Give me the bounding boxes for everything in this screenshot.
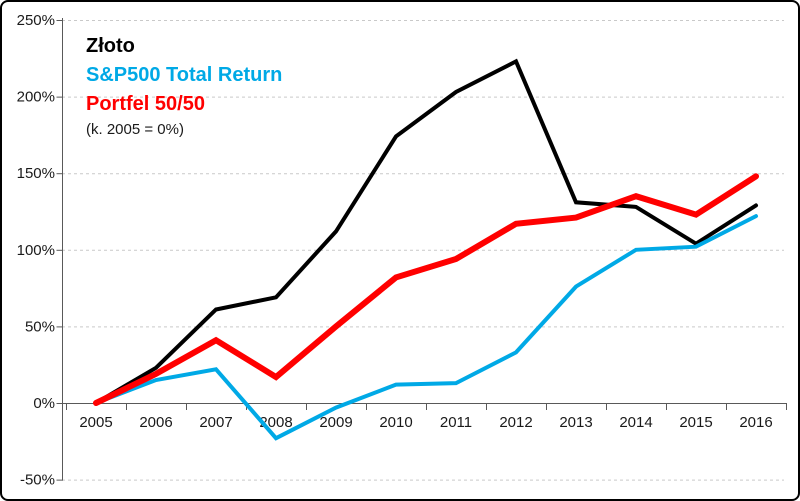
- x-axis-label-2007: 2007: [199, 414, 232, 431]
- chart-legend: Złoto S&P500 Total Return Portfel 50/50 …: [86, 32, 282, 141]
- x-axis-label-2011: 2011: [440, 414, 472, 431]
- legend-item-sp500: S&P500 Total Return: [86, 61, 282, 90]
- x-axis-label-2006: 2006: [139, 414, 172, 431]
- y-axis-label--50: -50%: [20, 472, 55, 489]
- y-axis-label-200: 200%: [17, 89, 55, 106]
- legend-label-portfel: Portfel 50/50: [86, 93, 205, 115]
- x-axis-label-2005: 2005: [79, 414, 112, 431]
- x-axis-label-2015: 2015: [679, 414, 712, 431]
- series-line-1: [94, 214, 758, 441]
- y-axis-label-100: 100%: [17, 242, 55, 259]
- y-axis-label-50: 50%: [25, 318, 55, 335]
- x-axis-label-2014: 2014: [619, 414, 652, 431]
- y-axis-label-150: 150%: [17, 165, 55, 182]
- series-line-2: [93, 173, 759, 406]
- legend-item-portfel: Portfel 50/50: [86, 90, 282, 119]
- x-axis-label-2009: 2009: [319, 414, 352, 431]
- legend-item-zloto: Złoto: [86, 32, 282, 61]
- x-axis-label-2012: 2012: [499, 414, 532, 431]
- y-axis-label-0: 0%: [33, 395, 55, 412]
- x-axis-label-2016: 2016: [739, 414, 772, 431]
- legend-baseline-note: (k. 2005 = 0%): [86, 121, 184, 138]
- x-axis-label-2013: 2013: [559, 414, 592, 431]
- series-line-0: [94, 58, 758, 405]
- x-axis-label-2010: 2010: [379, 414, 412, 431]
- legend-label-sp500: S&P500 Total Return: [86, 64, 283, 86]
- y-axis-label-250: 250%: [17, 12, 55, 29]
- legend-label-zloto: Złoto: [86, 35, 135, 57]
